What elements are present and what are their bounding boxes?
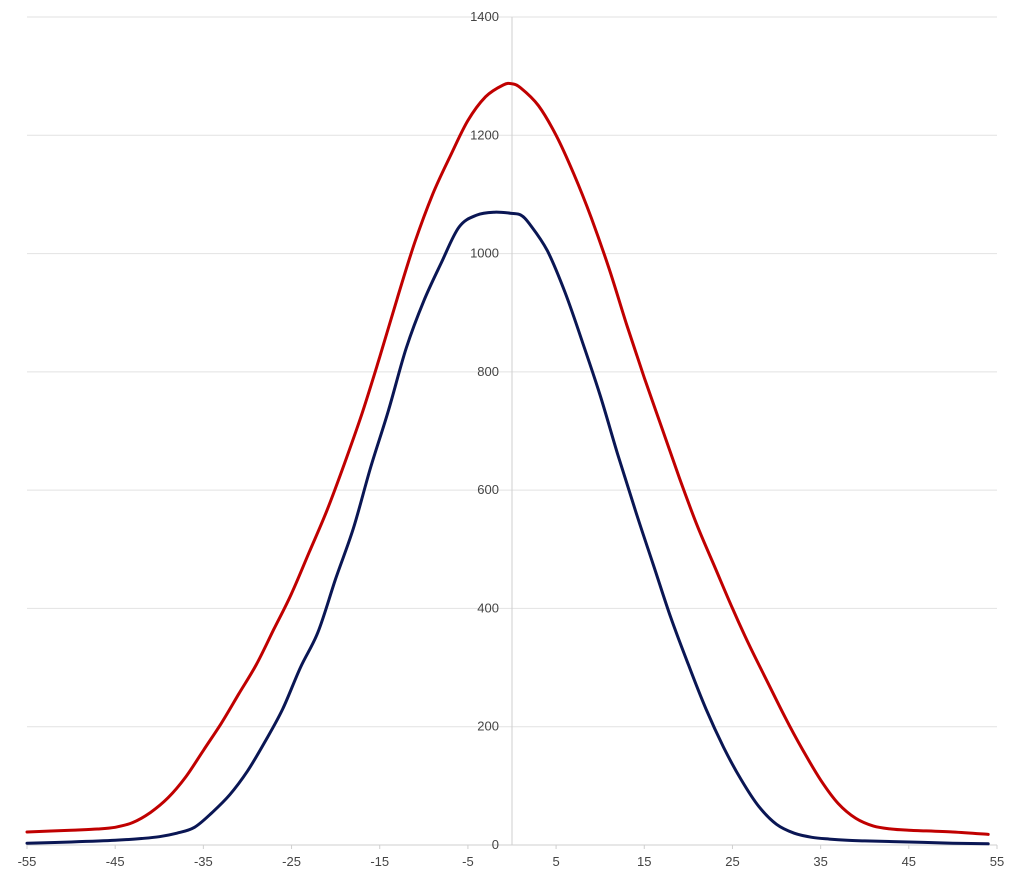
- y-tick-label: 600: [477, 482, 499, 497]
- y-tick-label: 200: [477, 719, 499, 734]
- x-tick-label: 35: [813, 854, 827, 869]
- x-tick-label: -35: [194, 854, 213, 869]
- x-tick-label: 45: [902, 854, 916, 869]
- y-tick-label: 1400: [470, 9, 499, 24]
- y-tick-label: 0: [492, 837, 499, 852]
- x-tick-label: 55: [990, 854, 1004, 869]
- axes: [26, 17, 998, 849]
- series-line-1: [25, 81, 990, 836]
- x-tick-label: 5: [552, 854, 559, 869]
- y-tick-labels: 0 200 400 600 800 1000 1200 1400: [470, 9, 499, 852]
- x-tick-labels: -55 -45 -35 -25 -15 -5 5 15 25 35 45 55: [18, 854, 1005, 869]
- y-tick-label: 1200: [470, 127, 499, 142]
- x-tick-label: 15: [637, 854, 651, 869]
- x-tick-label: -55: [18, 854, 37, 869]
- series-line-2: [25, 210, 990, 846]
- x-tick-label: -45: [106, 854, 125, 869]
- x-tick-label: -5: [462, 854, 474, 869]
- y-tick-label: 800: [477, 364, 499, 379]
- series-lines: [25, 81, 990, 846]
- x-tick-label: -25: [282, 854, 301, 869]
- x-tick-label: -15: [370, 854, 389, 869]
- y-tick-label: 400: [477, 600, 499, 615]
- y-tick-label: 1000: [470, 246, 499, 261]
- x-tick-label: 25: [725, 854, 739, 869]
